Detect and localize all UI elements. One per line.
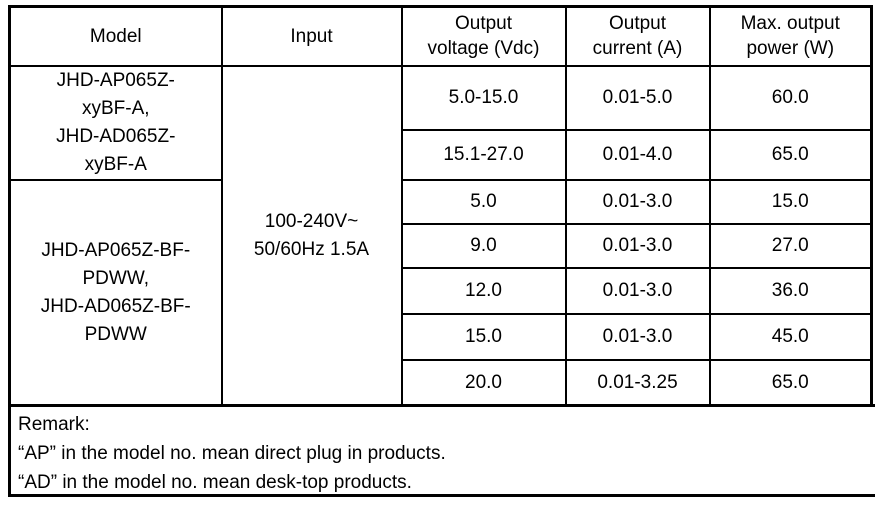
max-power-cell: 27.0: [708, 222, 873, 269]
remark-line-ap: “AP” in the model no. mean direct plug i…: [18, 443, 446, 464]
output-current-cell: 0.01-3.0: [564, 178, 711, 225]
table-row: 20.0 0.01-3.25 65.0: [10, 358, 873, 408]
table-row: JHD-AP065Z- xyBF-A, JHD-AD065Z- xyBF-A 1…: [8, 64, 873, 408]
model-group-b-cell: JHD-AP065Z-BF- PDWW, JHD-AD065Z-BF- PDWW: [8, 178, 223, 408]
max-power-cell: 45.0: [708, 312, 873, 361]
remark-label: Remark:: [18, 414, 90, 435]
output-current-cell: 0.01-3.0: [564, 266, 711, 315]
output-voltage-cell: 12.0: [400, 266, 567, 315]
output-current-cell: 0.01-3.0: [564, 312, 711, 361]
output-voltage-cell: 9.0: [400, 222, 567, 269]
max-power-cell: 65.0: [708, 128, 873, 181]
output-voltage-cell: 15.1-27.0: [400, 128, 567, 181]
output-current-cell: 0.01-3.0: [564, 222, 711, 269]
output-current-cell: 0.01-3.25: [564, 358, 711, 408]
remark-box: Remark: “AP” in the model no. mean direc…: [8, 404, 875, 497]
input-spec-cell: 100-240V~ 50/60Hz 1.5A: [220, 64, 403, 408]
table-row: 12.0 0.01-3.0 36.0: [10, 266, 873, 315]
header-row: Model Input Output voltage (Vdc) Output …: [8, 5, 873, 67]
table-row: JHD-AP065Z-BF- PDWW, JHD-AD065Z-BF- PDWW…: [8, 178, 873, 408]
max-power-cell: 15.0: [708, 178, 873, 225]
table-row: 15.1-27.0 0.01-4.0 65.0: [10, 128, 873, 181]
output-current-cell: 0.01-4.0: [564, 128, 711, 181]
output-voltage-cell: 5.0: [400, 178, 567, 225]
output-current-cell: 0.01-5.0: [564, 64, 711, 131]
max-power-cell: 65.0: [708, 358, 873, 408]
output-voltage-cell: 15.0: [400, 312, 567, 361]
col-header-output-voltage: Output voltage (Vdc): [400, 5, 567, 67]
max-power-cell: 60.0: [708, 64, 873, 131]
remark-line-ad: “AD” in the model no. mean desk-top prod…: [18, 472, 412, 493]
col-header-model: Model: [8, 5, 223, 67]
output-voltage-cell: 5.0-15.0: [400, 64, 567, 131]
max-power-cell: 36.0: [708, 266, 873, 315]
col-header-max-output-power: Max. output power (W): [708, 5, 873, 67]
table-row: 15.0 0.01-3.0 45.0: [10, 312, 873, 361]
col-header-output-current: Output current (A): [564, 5, 711, 67]
table-row: 9.0 0.01-3.0 27.0: [10, 222, 873, 269]
col-header-input: Input: [220, 5, 403, 67]
power-spec-table: Model Input Output voltage (Vdc) Output …: [8, 5, 873, 408]
model-group-a-cell: JHD-AP065Z- xyBF-A, JHD-AD065Z- xyBF-A: [8, 64, 223, 181]
output-voltage-cell: 20.0: [400, 358, 567, 408]
